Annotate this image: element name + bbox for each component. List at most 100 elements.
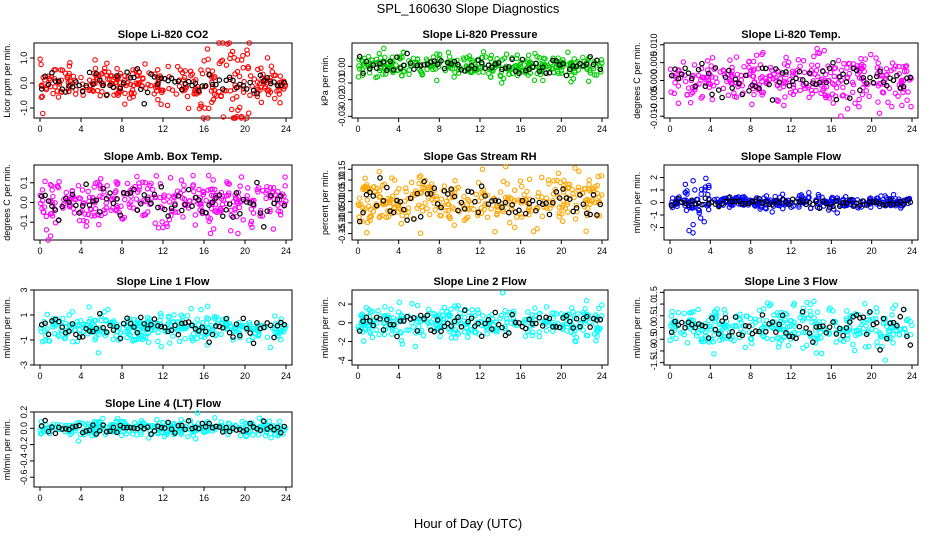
data-point	[92, 180, 99, 187]
data-point	[75, 182, 82, 189]
overlay-point	[820, 323, 826, 329]
overlay-point	[281, 80, 288, 86]
overlay-points	[38, 179, 288, 230]
overlay-point	[742, 201, 749, 207]
overlay-point	[114, 429, 120, 436]
y-tick-label: -4	[337, 356, 347, 364]
data-point	[47, 233, 54, 239]
data-point	[155, 329, 161, 336]
overlay-point	[178, 422, 185, 429]
data-point	[835, 79, 842, 86]
data-point	[159, 219, 165, 225]
overlay-point	[769, 201, 776, 208]
data-point	[419, 317, 426, 323]
data-point	[102, 431, 109, 438]
overlay-point	[570, 208, 576, 215]
overlay-point	[448, 186, 454, 192]
data-point	[129, 338, 136, 344]
overlay-point	[783, 330, 789, 336]
data-point	[900, 89, 906, 96]
overlay-point	[384, 184, 390, 191]
overlay-point	[587, 53, 593, 60]
overlay-point	[182, 320, 189, 326]
data-point	[62, 320, 69, 327]
overlay-point	[185, 418, 192, 424]
overlay-point	[836, 203, 843, 210]
data-point	[255, 66, 261, 73]
overlay-point	[407, 60, 414, 66]
overlay-point	[267, 192, 274, 199]
data-point	[821, 47, 827, 54]
overlay-point	[185, 319, 192, 325]
data-point	[730, 323, 736, 329]
y-tick-label: 0.0	[19, 77, 29, 90]
data-point	[452, 177, 458, 184]
data-point	[830, 100, 836, 106]
panel-title: Slope Amb. Box Temp.	[104, 151, 223, 163]
data-point	[208, 88, 215, 94]
data-point	[248, 218, 255, 225]
data-point	[369, 334, 376, 341]
data-point	[82, 421, 88, 428]
overlay-point	[243, 86, 250, 92]
data-point	[797, 63, 803, 70]
data-point	[583, 311, 590, 318]
overlay-point	[103, 329, 110, 335]
overlay-point	[264, 208, 271, 214]
data-point	[598, 192, 605, 198]
overlay-point	[475, 209, 482, 216]
y-tick-label: 0.00	[337, 193, 347, 211]
data-point	[432, 207, 439, 213]
data-point	[240, 86, 247, 92]
overlay-point	[779, 70, 786, 76]
overlay-point	[103, 196, 110, 202]
data-point	[276, 91, 283, 97]
data-point	[668, 323, 674, 329]
overlay-point	[543, 70, 549, 77]
overlay-point	[894, 322, 900, 329]
data-point	[685, 85, 692, 91]
data-point	[38, 94, 45, 101]
overlay-point	[860, 314, 867, 321]
overlay-point	[45, 81, 52, 88]
data-point	[530, 228, 537, 235]
x-tick-label: 20	[867, 371, 877, 381]
overlay-point	[428, 59, 434, 65]
data-point	[66, 63, 73, 69]
data-point	[157, 194, 163, 201]
overlay-point	[42, 417, 48, 424]
overlay-point	[890, 201, 897, 208]
data-point	[373, 74, 379, 81]
overlay-point	[380, 59, 387, 65]
x-tick-label: 0	[37, 371, 42, 381]
data-point	[844, 94, 850, 100]
overlay-point	[597, 66, 604, 73]
data-point	[760, 324, 767, 330]
data-point	[805, 84, 811, 91]
overlay-point	[66, 328, 72, 335]
data-point	[885, 99, 891, 106]
data-point	[800, 57, 807, 64]
data-point	[455, 70, 462, 76]
overlay-point	[233, 321, 240, 327]
overlay-point	[257, 210, 264, 216]
overlay-point	[877, 347, 883, 353]
overlay-point	[131, 324, 137, 330]
overlay-point	[134, 207, 141, 213]
data-point	[437, 333, 443, 340]
data-point	[572, 68, 578, 74]
x-tick-label: 20	[240, 493, 250, 503]
data-point	[381, 45, 387, 52]
overlay-point	[172, 78, 178, 85]
data-point	[572, 216, 579, 222]
data-point	[80, 324, 86, 331]
y-axis-label: ml/min per min.	[632, 172, 642, 234]
data-point	[155, 225, 162, 231]
overlay-point	[73, 423, 79, 430]
overlay-point	[397, 318, 404, 324]
data-point	[826, 95, 833, 101]
data-point	[446, 54, 453, 60]
overlay-point	[230, 77, 236, 84]
